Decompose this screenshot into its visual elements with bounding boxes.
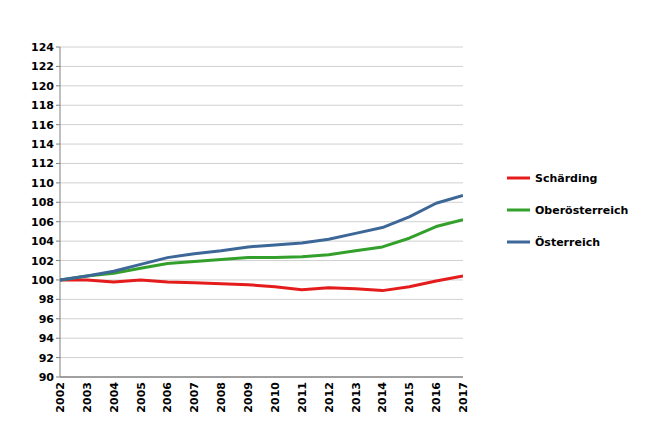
- y-tick-label: 102: [31, 255, 54, 268]
- x-tick-label: 2016: [430, 382, 443, 413]
- chart: 90 92 94 96 98 100 102 104 106 108 110 112 114 116 118…: [0, 0, 669, 432]
- grid-line: [60, 221, 463, 222]
- x-tick-label: 2008: [215, 382, 228, 413]
- x-tick-label: 2014: [376, 382, 389, 413]
- legend-swatch: [507, 241, 530, 244]
- grid-line: [60, 66, 463, 67]
- grid-line: [60, 105, 463, 106]
- legend-label: Schärding: [535, 172, 597, 185]
- y-tick-label: 98: [39, 293, 54, 306]
- legend-label: Oberösterreich: [535, 204, 628, 217]
- y-tick-label: 112: [31, 157, 54, 170]
- y-tick-label: 110: [31, 177, 54, 190]
- y-tick-label: 92: [39, 352, 54, 365]
- grid-line: [60, 85, 463, 86]
- x-tick-label: 2011: [296, 382, 309, 413]
- y-axis: [60, 47, 61, 377]
- y-tick-label: 94: [39, 332, 55, 345]
- x-tick-label: 2013: [350, 382, 363, 413]
- y-tick-label: 90: [39, 371, 55, 384]
- plot-area: [60, 196, 463, 291]
- y-tick-label: 120: [31, 80, 54, 93]
- x-tick-label: 2015: [403, 382, 416, 413]
- grid-line: [60, 182, 463, 183]
- grid-line: [60, 357, 463, 358]
- legend-swatch: [507, 177, 530, 180]
- y-tick-label: 114: [31, 138, 54, 151]
- x-tick-label: 2009: [242, 382, 255, 413]
- y-tick-label: 124: [31, 41, 54, 54]
- y-tick: [56, 377, 60, 378]
- y-tick: [56, 163, 60, 164]
- y-tick: [56, 105, 60, 106]
- legend-label: Österreich: [535, 235, 600, 249]
- grid-line: [60, 299, 463, 300]
- y-tick: [56, 182, 60, 183]
- x-tick-label: 2004: [108, 382, 121, 413]
- y-tick: [56, 47, 60, 48]
- y-tick-label: 100: [31, 274, 54, 287]
- x-tick-label: 2002: [54, 382, 67, 413]
- x-tick-label: 2007: [188, 382, 201, 413]
- y-tick: [56, 241, 60, 242]
- series-line: [60, 196, 463, 280]
- grid-line: [60, 377, 463, 378]
- x-tick-label: 2003: [81, 382, 94, 413]
- y-tick: [56, 144, 60, 145]
- x-tick-label: 2006: [161, 382, 174, 413]
- y-tick-label: 96: [39, 313, 55, 326]
- grid-line: [60, 47, 463, 48]
- y-tick-label: 104: [31, 235, 54, 248]
- y-tick: [56, 299, 60, 300]
- y-tick: [56, 66, 60, 67]
- y-tick: [56, 318, 60, 319]
- series-line: [60, 276, 463, 291]
- y-tick-label: 118: [31, 99, 54, 112]
- grid-line: [60, 318, 463, 319]
- y-tick: [56, 124, 60, 125]
- y-tick: [56, 338, 60, 339]
- y-tick-label: 116: [31, 119, 54, 132]
- grid-line: [60, 144, 463, 145]
- y-tick: [56, 279, 60, 280]
- x-tick-label: 2017: [457, 382, 470, 413]
- y-tick: [56, 260, 60, 261]
- x-tick-label: 2010: [269, 382, 282, 413]
- grid-line: [60, 260, 463, 261]
- y-tick: [56, 85, 60, 86]
- y-tick: [56, 202, 60, 203]
- grid-line: [60, 163, 463, 164]
- x-tick-label: 2012: [323, 382, 336, 413]
- y-tick: [56, 357, 60, 358]
- x-axis: [60, 377, 463, 378]
- legend-swatch: [507, 209, 530, 212]
- y-tick-label: 106: [31, 216, 54, 229]
- grid-line: [60, 338, 463, 339]
- grid-line: [60, 124, 463, 125]
- grid-line: [60, 202, 463, 203]
- x-tick-label: 2005: [135, 382, 148, 413]
- y-tick: [56, 221, 60, 222]
- y-tick-label: 122: [31, 60, 54, 73]
- y-tick-label: 108: [31, 196, 54, 209]
